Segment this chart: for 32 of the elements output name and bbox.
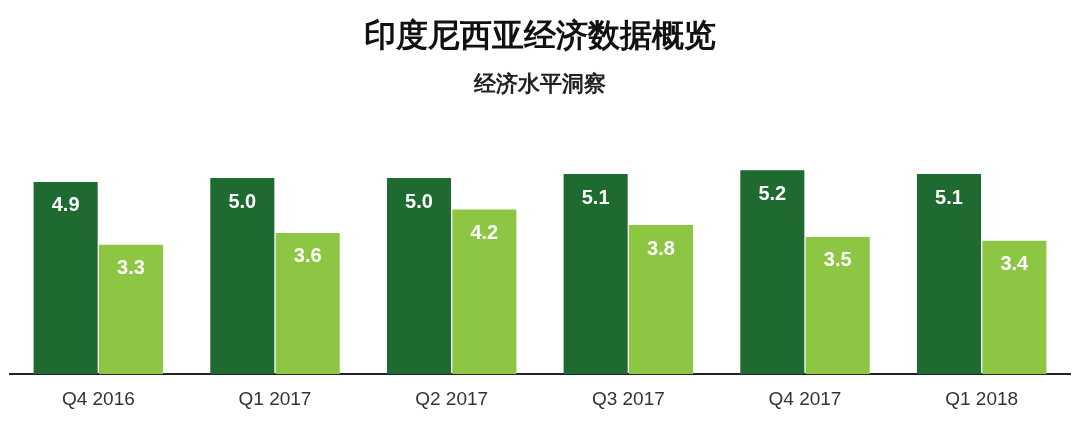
bar bbox=[740, 170, 805, 375]
data-label: 3.6 bbox=[293, 244, 322, 267]
bar bbox=[805, 236, 870, 375]
data-label: 5.0 bbox=[228, 189, 257, 212]
chart-title: 印度尼西亚经济数据概览 bbox=[364, 15, 716, 54]
x-tick-label: Q4 2016 bbox=[61, 387, 135, 409]
bar bbox=[275, 232, 340, 375]
bar bbox=[563, 174, 628, 375]
bar bbox=[628, 225, 694, 375]
data-label: 4.2 bbox=[470, 220, 499, 243]
bar bbox=[210, 178, 275, 375]
data-label: 3.8 bbox=[647, 236, 675, 259]
data-label: 4.9 bbox=[51, 193, 80, 216]
data-label: 3.3 bbox=[117, 256, 145, 279]
data-label: 3.4 bbox=[1000, 252, 1030, 275]
data-label: 5.0 bbox=[405, 189, 433, 212]
x-tick-label: Q4 2017 bbox=[768, 387, 842, 409]
data-label: 5.1 bbox=[581, 185, 610, 208]
data-label: 3.5 bbox=[823, 248, 852, 271]
x-tick-label: Q1 2018 bbox=[945, 387, 1019, 409]
data-label: 5.2 bbox=[758, 181, 787, 204]
bar bbox=[452, 209, 517, 375]
bar bbox=[33, 181, 98, 375]
x-tick-label: Q2 2017 bbox=[415, 387, 489, 409]
x-tick-label: Q3 2017 bbox=[591, 387, 665, 409]
chart-subtitle: 经济水平洞察 bbox=[473, 71, 606, 97]
x-tick-label: Q1 2017 bbox=[238, 387, 312, 409]
bar bbox=[98, 244, 164, 375]
bar bbox=[916, 174, 982, 375]
data-label: 5.1 bbox=[935, 185, 963, 208]
bar bbox=[386, 178, 452, 375]
bar bbox=[982, 240, 1047, 375]
